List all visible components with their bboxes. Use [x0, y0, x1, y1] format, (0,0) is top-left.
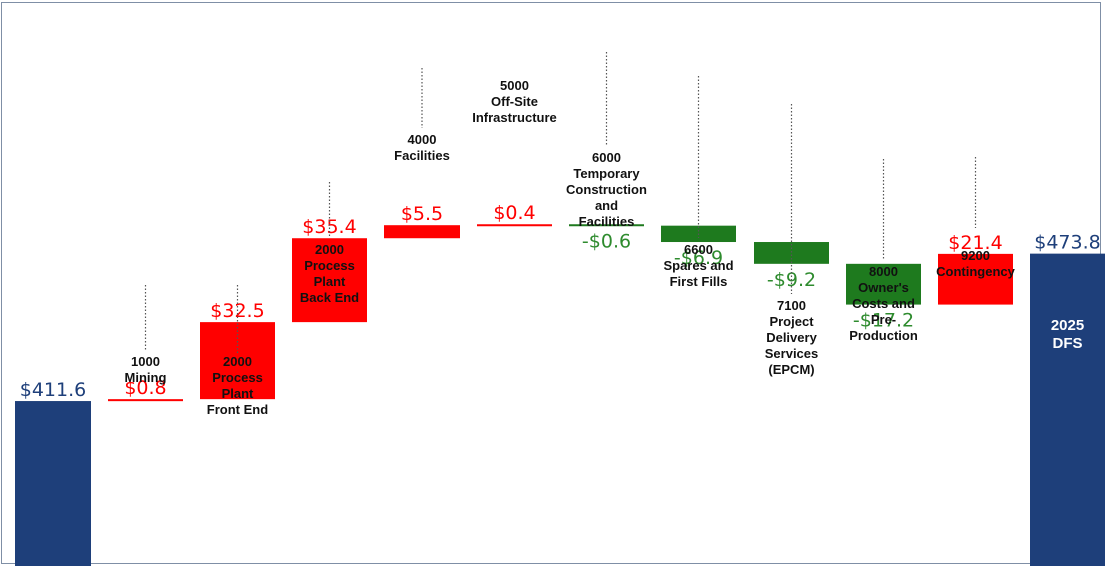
value-label-10: $21.4 — [948, 232, 1002, 254]
category-label-9-line-1: Owner's — [858, 280, 909, 295]
category-label-8: 7100 Project Delivery Services (EPCM) — [765, 298, 819, 377]
category-label-8-line-4: (EPCM) — [768, 362, 814, 377]
category-label-5-line-0: 5000 — [500, 78, 529, 93]
value-label-6: -$0.6 — [582, 231, 631, 253]
bar-11 — [1030, 253, 1105, 566]
category-label-2-line-2: Plant — [222, 386, 254, 401]
category-label-9-line-2: Costs and — [852, 296, 915, 311]
bar-4 — [384, 225, 460, 239]
category-label-10-line-1: Contingency — [936, 264, 1015, 279]
category-label-0: DFS Re-Price — [35, 317, 72, 370]
bar-8 — [754, 242, 829, 264]
category-label-3-line-3: Back End — [300, 290, 359, 305]
category-label-5-line-1: Off-Site — [491, 94, 538, 109]
bar-6 — [569, 224, 644, 227]
category-label-9: 8000 Owner's Costs and Pre-Production — [849, 264, 918, 343]
category-label-6-line-0: 6000 — [592, 150, 621, 165]
category-label-4-line-0: 4000 — [408, 132, 437, 147]
category-label-1-line-0: 1000 — [131, 354, 160, 369]
value-label-7: -$6.9 — [674, 247, 723, 269]
value-label-1: $0.8 — [124, 377, 166, 399]
category-label-8-line-3: Services — [765, 346, 819, 361]
category-label-9-line-3: Pre- — [871, 312, 896, 327]
category-label-5-line-2: Infrastructure — [472, 110, 557, 125]
category-label-6-line-1: Temporary — [573, 166, 640, 181]
category-label-11-line-0: 2025 — [1051, 317, 1084, 334]
category-label-8-line-1: Project — [769, 314, 814, 329]
category-label-7: 6600 Spares and First Fills — [663, 242, 733, 289]
bar-5 — [477, 224, 552, 227]
category-label-6-line-2: Construction — [566, 182, 647, 197]
category-label-10: 9200 Contingency — [936, 248, 1015, 279]
category-label-0-line-0: DFS — [38, 317, 68, 334]
category-label-9-line-0: 8000 — [869, 264, 898, 279]
category-label-6-line-3: and — [595, 198, 618, 213]
category-label-3: 2000 Process Plant Back End — [300, 242, 359, 305]
category-label-0-line-2: Price — [35, 353, 72, 370]
bar-10 — [938, 253, 1013, 305]
category-label-7-line-1: Spares and — [663, 258, 733, 273]
category-label-4-line-1: Facilities — [394, 148, 450, 163]
bar-1 — [108, 399, 183, 402]
category-label-1-line-1: Mining — [125, 370, 167, 385]
category-label-3-line-1: Process — [304, 258, 355, 273]
value-label-0: $411.6 — [20, 379, 86, 401]
category-label-8-line-0: 7100 — [777, 298, 806, 313]
category-label-3-line-0: 2000 — [315, 242, 344, 257]
value-label-3: $35.4 — [302, 216, 356, 238]
bar-3 — [292, 238, 367, 323]
category-label-2-line-0: 2000 — [223, 354, 252, 369]
category-label-1: 1000 Mining — [125, 354, 167, 385]
category-label-4: 4000 Facilities — [394, 132, 450, 163]
value-label-11: $473.8 — [1034, 232, 1100, 254]
value-label-4: $5.5 — [401, 203, 443, 225]
category-label-0-line-1: Re- — [41, 335, 65, 352]
category-label-11-line-1: DFS — [1053, 335, 1083, 352]
category-label-6-line-4: Facilities — [579, 214, 635, 229]
category-label-8-line-2: Delivery — [766, 330, 817, 345]
category-label-10-line-0: 9200 — [961, 248, 990, 263]
category-label-6: 6000 Temporary Construction and Facilities — [566, 150, 647, 229]
category-label-9-line-4: Production — [849, 328, 918, 343]
value-label-5: $0.4 — [493, 202, 535, 224]
category-label-7-line-2: First Fills — [670, 274, 728, 289]
value-label-9: -$17.2 — [853, 310, 914, 332]
value-label-2: $32.5 — [210, 300, 264, 322]
category-label-7-line-0: 6600 — [684, 242, 713, 257]
category-label-11: 2025 DFS — [1051, 317, 1084, 352]
category-label-3-line-2: Plant — [314, 274, 346, 289]
category-label-2-line-3: Front End — [207, 402, 268, 417]
bar-9 — [846, 263, 921, 305]
category-label-2: 2000 Process Plant Front End — [207, 354, 268, 417]
bar-0 — [15, 401, 91, 566]
category-label-5: 5000 Off-Site Infrastructure — [472, 78, 557, 125]
category-label-2-line-1: Process — [212, 370, 263, 385]
